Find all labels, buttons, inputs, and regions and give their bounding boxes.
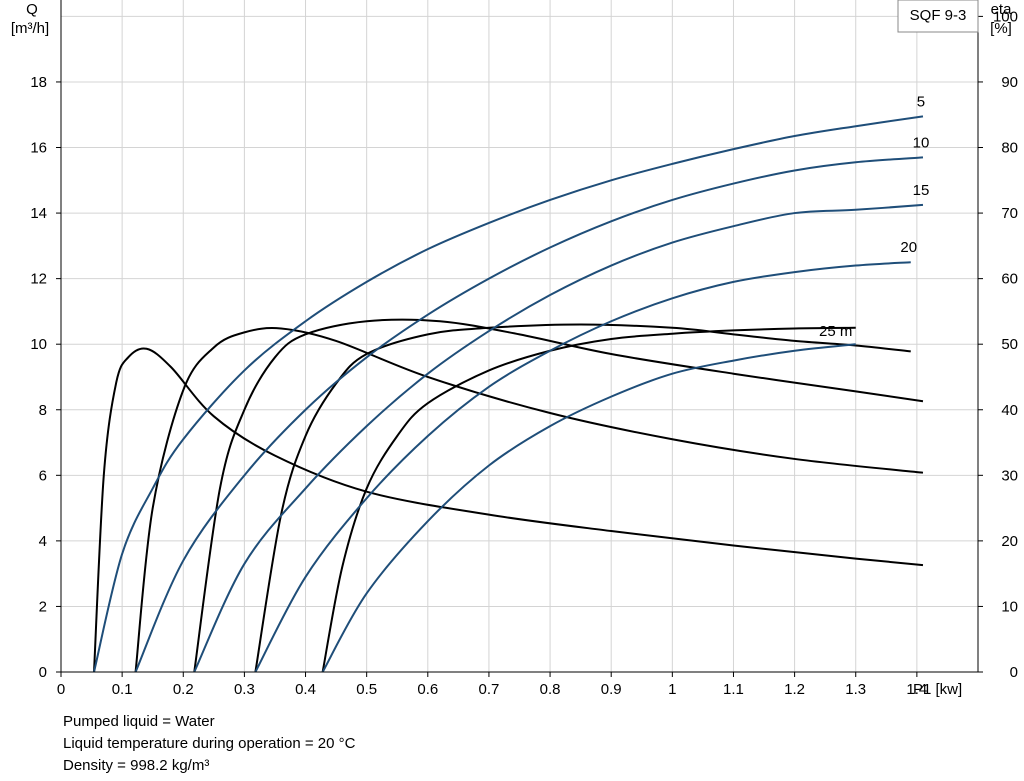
- x-tick-label: 1.3: [845, 681, 866, 698]
- y-right-tick-label: 70: [1001, 205, 1018, 222]
- y-left-tick-label: 8: [39, 402, 47, 419]
- grid: [61, 0, 978, 672]
- y-right-tick-label: 20: [1001, 533, 1018, 550]
- x-tick-label: 1.1: [723, 681, 744, 698]
- x-tick-label: 1: [668, 681, 676, 698]
- y-right-tick-label: 0: [1010, 664, 1018, 681]
- y-left-tick-label: 4: [39, 533, 47, 550]
- flow-curve-3: [193, 203, 924, 673]
- flow-curve-1: [93, 115, 924, 673]
- y-left-tick-label: 16: [30, 140, 47, 157]
- flow-curve-4: [254, 261, 911, 673]
- flow-curve-label-5: 25 m: [819, 323, 852, 340]
- x-axis-title: P1 [kw]: [913, 681, 962, 698]
- y-left-tick-label: 18: [30, 74, 47, 91]
- flow-curve-label-4: 20: [900, 239, 917, 256]
- note-density: Density = 998.2 kg/m³: [63, 757, 210, 774]
- y-left-tick-label: 10: [30, 336, 47, 353]
- efficiency-curve-4: [254, 323, 911, 673]
- y-right-tick-label: 100: [993, 8, 1018, 25]
- pump-performance-chart: 0 0.1 0.2 0.3 0.4 0.5 0.6 0.7 0.8 0.9 1 1.1 1.2 1.3 1.…: [11, 0, 1018, 698]
- x-tick-label: 0.2: [173, 681, 194, 698]
- x-tick-label: 1.4: [906, 681, 927, 698]
- y-right-tick-label: 90: [1001, 74, 1018, 91]
- y-right-tick-label: 40: [1001, 402, 1018, 419]
- labels: 0 0.1 0.2 0.3 0.4 0.5 0.6 0.7 0.8 0.9 1 1.1 1.2 1.3 1.…: [30, 8, 1018, 698]
- model-box: [897, 0, 979, 33]
- y-right-tick-label: 10: [1001, 598, 1018, 615]
- efficiency-curve-3: [193, 318, 924, 673]
- flow-curve-label-2: 10: [913, 134, 930, 151]
- efficiency-curve-5: [321, 326, 856, 673]
- y-left-title-line1: Q: [26, 1, 38, 18]
- flow-curve-label-1: 5: [917, 93, 925, 110]
- y-right-title-line2: [%]: [990, 20, 1012, 37]
- y-right-title-line1: eta: [991, 1, 1013, 18]
- efficiency-curve-1: [93, 347, 924, 673]
- flow-curve-label-3: 15: [913, 182, 930, 199]
- x-tick-label: 0.4: [295, 681, 316, 698]
- curves: [93, 115, 924, 673]
- y-right-tick-label: 60: [1001, 271, 1018, 288]
- y-left-tick-label: 2: [39, 598, 47, 615]
- efficiency-curve-2: [134, 327, 924, 673]
- y-left-tick-label: 0: [39, 664, 47, 681]
- y-right-tick-label: 30: [1001, 467, 1018, 484]
- x-tick-label: 0.1: [112, 681, 133, 698]
- x-tick-label: 0.6: [417, 681, 438, 698]
- x-tick-label: 1.2: [784, 681, 805, 698]
- flow-curve-2: [134, 156, 924, 673]
- model-label: SQF 9-3: [910, 7, 967, 24]
- flow-curve-5: [321, 343, 856, 673]
- note-pumped-liquid: Pumped liquid = Water: [63, 713, 215, 730]
- x-tick-label: 0: [57, 681, 65, 698]
- y-left-tick-label: 12: [30, 271, 47, 288]
- y-right-tick-label: 50: [1001, 336, 1018, 353]
- y-left-title-line2: [m³/h]: [11, 20, 49, 37]
- y-right-tick-label: 80: [1001, 140, 1018, 157]
- y-left-tick-label: 14: [30, 205, 47, 222]
- notes: Pumped liquid = Water Liquid temperature…: [63, 711, 355, 777]
- axes: [56, 0, 983, 677]
- x-tick-label: 0.9: [601, 681, 622, 698]
- x-tick-label: 0.8: [540, 681, 561, 698]
- y-left-tick-label: 6: [39, 467, 47, 484]
- x-tick-label: 0.5: [356, 681, 377, 698]
- x-tick-label: 0.7: [479, 681, 500, 698]
- note-liquid-temperature: Liquid temperature during operation = 20…: [63, 735, 356, 752]
- x-tick-label: 0.3: [234, 681, 255, 698]
